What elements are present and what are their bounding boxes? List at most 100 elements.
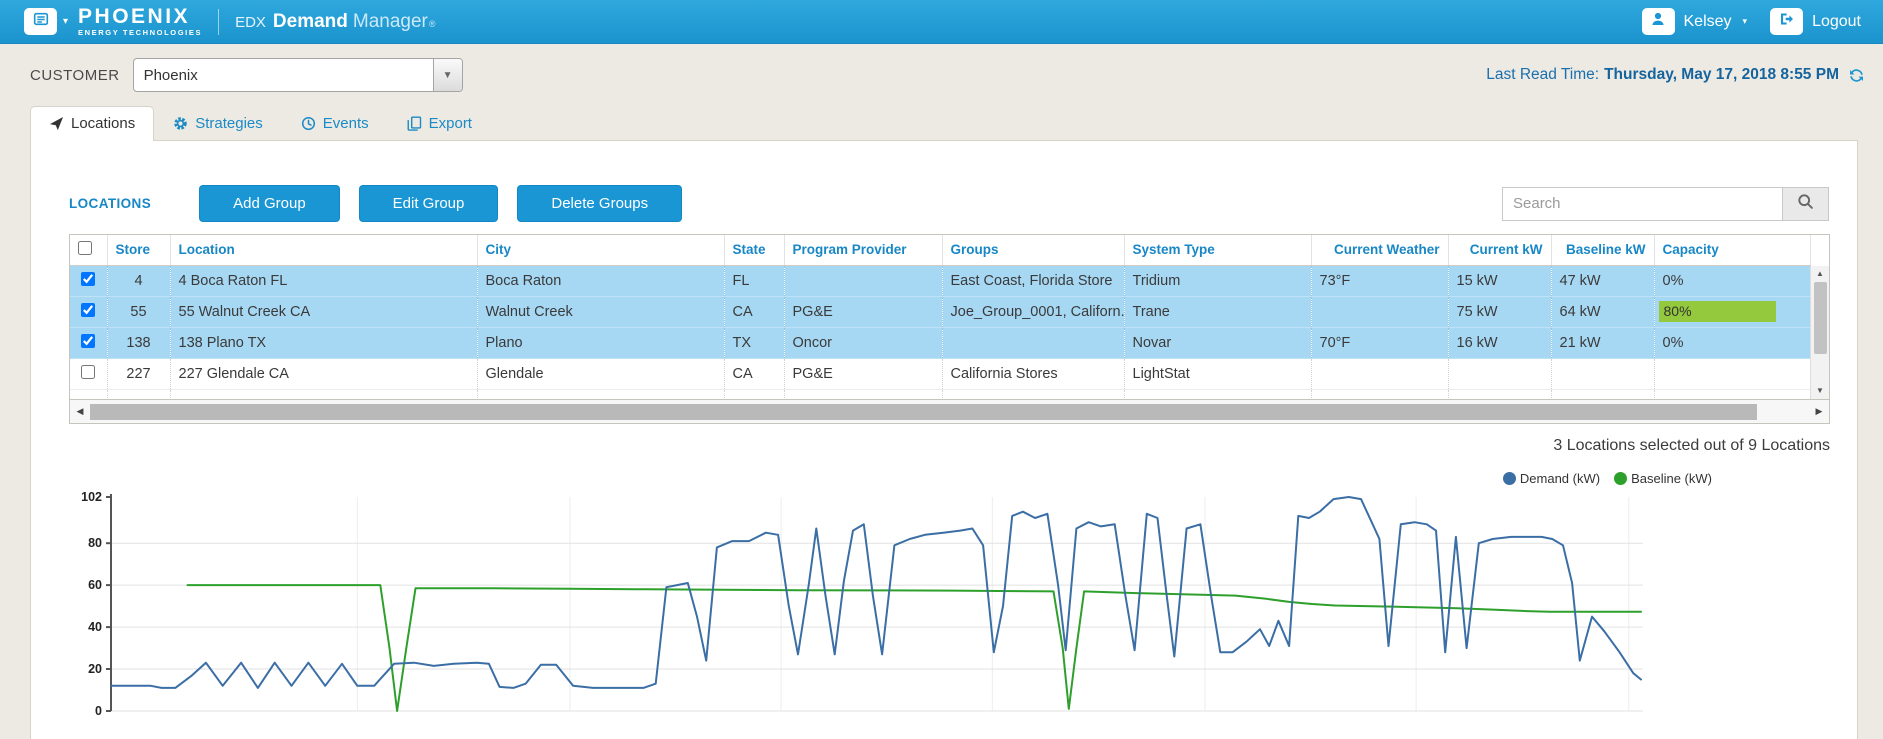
customer-select-caret-icon[interactable]: ▼ (432, 59, 462, 91)
table-row[interactable]: 55 55 Walnut Creek CA Walnut Creek CA PG&E Jo… (70, 296, 1811, 328)
search-input[interactable] (1502, 186, 1782, 221)
select-all-header-cell (70, 235, 108, 266)
column-header-system-type[interactable]: System Type (1124, 235, 1312, 266)
cell-city: Boca Raton (477, 265, 725, 297)
horizontal-scroll-thumb[interactable] (90, 403, 1758, 420)
refresh-icon[interactable] (1848, 67, 1865, 84)
locations-table: Store Location City State Program Provider Gr… (69, 234, 1830, 400)
svg-text:102: 102 (81, 491, 102, 504)
column-header-location[interactable]: Location (170, 235, 478, 266)
cell-groups (942, 327, 1125, 359)
row-checkbox-cell (70, 327, 108, 359)
cell-current-weather: 73°F (1311, 265, 1449, 297)
column-header-store[interactable]: Store (107, 235, 171, 266)
edit-group-button[interactable]: Edit Group (358, 185, 499, 222)
selection-summary: 3 Locations selected out of 9 Locations (1553, 437, 1830, 454)
column-header-city[interactable]: City (477, 235, 725, 266)
capacity-bar: 80% (1658, 301, 1777, 322)
cell-groups: California Stores (942, 358, 1125, 390)
search-button[interactable] (1782, 186, 1829, 221)
person-icon (1650, 11, 1666, 32)
column-header-state[interactable]: State (724, 235, 785, 266)
user-menu-caret-icon[interactable]: ▾ (1742, 16, 1748, 26)
search-icon (1797, 193, 1814, 215)
logout-button[interactable] (1770, 8, 1804, 35)
horizontal-scroll-track[interactable] (90, 403, 1809, 420)
product-name: Demand (272, 10, 348, 32)
cell-empty (724, 389, 785, 399)
cell-state: FL (724, 265, 785, 297)
logout-label[interactable]: Logout (1812, 12, 1861, 30)
delete-groups-button[interactable]: Delete Groups (517, 185, 683, 222)
svg-text:20: 20 (88, 662, 102, 676)
legend-item-demand[interactable]: Demand (kW) (1502, 471, 1601, 486)
customer-select[interactable]: Phoenix ▼ (132, 58, 463, 92)
row-checkbox[interactable] (81, 364, 96, 379)
row-checkbox[interactable] (81, 271, 96, 286)
svg-text:40: 40 (88, 620, 102, 634)
customer-bar: CUSTOMER Phoenix ▼ Last Read Time: Thurs… (0, 44, 1883, 106)
column-header-program-provider[interactable]: Program Provider (784, 235, 943, 266)
tab-export[interactable]: Export (388, 106, 491, 141)
cell-city: Walnut Creek (477, 296, 725, 328)
table-row[interactable]: 227 227 Glendale CA Glendale CA PG&E Californ… (70, 358, 1811, 390)
registered-mark: ® (428, 18, 436, 29)
cell-empty (1448, 389, 1552, 399)
row-checkbox[interactable] (81, 302, 96, 317)
scroll-up-icon[interactable]: ▲ (1816, 269, 1824, 278)
export-icon (407, 116, 422, 131)
cell-current-kw: 75 kW (1448, 296, 1552, 328)
header-divider (218, 8, 220, 35)
phoenix-logo: PHOENIX ENERGY TECHNOLOGIES (78, 6, 202, 37)
legend-dot-icon (1502, 472, 1516, 485)
column-header-current-weather[interactable]: Current Weather (1311, 235, 1449, 266)
table-row[interactable]: 138 138 Plano TX Plano TX Oncor Novar 70°F 16 k… (70, 327, 1811, 359)
user-menu-button[interactable] (1641, 8, 1675, 35)
column-header-current-kw[interactable]: Current kW (1448, 235, 1552, 266)
legend-label: Demand (kW) (1519, 471, 1601, 486)
cell-system-type: Trane (1124, 296, 1312, 328)
last-read-value: Thursday, May 17, 2018 8:55 PM (1604, 66, 1839, 83)
add-group-button[interactable]: Add Group (199, 185, 340, 222)
cell-empty (1654, 389, 1811, 399)
table-horizontal-scrollbar[interactable]: ◀ ▶ (69, 400, 1830, 424)
svg-text:80: 80 (88, 536, 102, 550)
cell-location: 4 Boca Raton FL (170, 265, 478, 297)
cell-empty (1124, 389, 1312, 399)
svg-text:60: 60 (88, 578, 102, 592)
vertical-scroll-thumb[interactable] (1813, 282, 1827, 354)
app-menu-caret-icon[interactable]: ▾ (63, 16, 69, 27)
scroll-left-icon[interactable]: ◀ (76, 406, 84, 416)
cell-store: 55 (107, 296, 171, 328)
tab-events[interactable]: Events (282, 106, 388, 141)
cell-program-provider: Oncor (784, 327, 943, 359)
user-name[interactable]: Kelsey (1683, 12, 1732, 30)
chart-legend: Demand (kW) Baseline (kW) (69, 471, 1712, 486)
scroll-right-icon[interactable]: ▶ (1815, 406, 1823, 416)
logo-title: PHOENIX (78, 5, 191, 29)
table-vertical-scrollbar[interactable]: ▲ ▼ (1810, 266, 1829, 399)
location-arrow-icon (49, 116, 64, 131)
cell-baseline-kw: 47 kW (1551, 265, 1655, 297)
app-menu-button[interactable] (24, 8, 57, 35)
column-header-capacity[interactable]: Capacity (1654, 235, 1811, 266)
last-read-time: Last Read Time: Thursday, May 17, 2018 8… (1486, 66, 1865, 84)
row-checkbox[interactable] (81, 333, 96, 348)
tab-strategies[interactable]: Strategies (154, 106, 282, 141)
legend-item-baseline[interactable]: Baseline (kW) (1614, 471, 1712, 486)
select-all-checkbox[interactable] (78, 241, 92, 256)
cell-city: Glendale (477, 358, 725, 390)
scroll-down-icon[interactable]: ▼ (1816, 386, 1824, 395)
tab-locations[interactable]: Locations (30, 106, 155, 141)
tab-label: Export (428, 115, 472, 132)
tab-bar: Locations Strategies Events Export (30, 106, 1858, 141)
cell-system-type: Novar (1124, 327, 1312, 359)
cell-program-provider: PG&E (784, 358, 943, 390)
column-header-baseline-kw[interactable]: Baseline kW (1551, 235, 1655, 266)
legend-dot-icon (1614, 472, 1628, 485)
cell-current-weather: 70°F (1311, 327, 1449, 359)
column-header-groups[interactable]: Groups (942, 235, 1125, 266)
cell-capacity: 0% (1654, 265, 1811, 297)
cell-store: 138 (107, 327, 171, 359)
